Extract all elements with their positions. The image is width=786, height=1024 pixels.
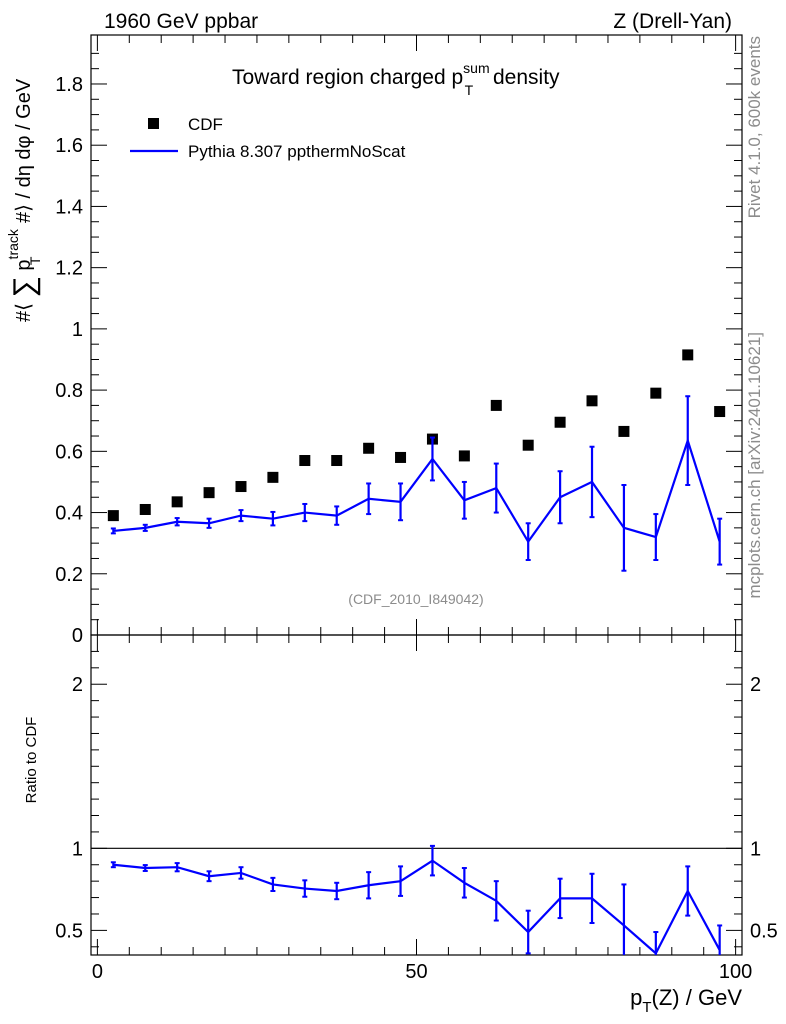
ratio-y-tick-label-right: 1 (750, 838, 761, 860)
xlabel-p: p (630, 985, 642, 1010)
ratio-y-tick-label-right: 0.5 (750, 920, 778, 942)
cdf-point (171, 496, 183, 508)
cdf-series (107, 349, 726, 522)
x-tick-label: 0 (92, 961, 103, 983)
pythia-series (110, 395, 723, 572)
analysis-id-watermark: (CDF_2010_I849042) (348, 591, 483, 607)
cdf-point (586, 395, 598, 407)
cdf-point (235, 481, 247, 493)
cdf-point (331, 455, 343, 467)
cdf-point (363, 442, 375, 454)
y-tick-label: 1.6 (55, 135, 83, 157)
ratio-y-tick-label: 0.5 (55, 920, 83, 942)
energy-label: 1960 GeV ppbar (104, 10, 258, 33)
xlabel-sub: T (642, 999, 651, 1016)
ratio-y-tick-label-right: 2 (750, 674, 761, 696)
y-tick-labels: 0 0.2 0.4 0.6 0.8 1 1.2 1.4 1.6 1.8 (55, 74, 83, 647)
x-axis-label: pT(Z) / GeV (630, 985, 742, 1016)
cdf-point (107, 510, 119, 522)
x-tick-labels: 0 50 100 (92, 961, 752, 983)
cdf-point (267, 471, 279, 483)
y-tick-label: 1.2 (55, 258, 83, 280)
title-main: Toward region charged p (232, 66, 463, 89)
cdf-point (458, 450, 470, 462)
y-tick-label: 0.8 (55, 380, 83, 402)
cdf-point (554, 416, 566, 428)
legend-pythia-label: Pythia 8.307 ppthermNoScat (188, 142, 406, 161)
y-tick-label: 1.4 (55, 196, 83, 218)
y-tick-label: 1 (72, 319, 83, 341)
cdf-point (299, 455, 311, 467)
y-tick-label: 0 (72, 625, 83, 647)
xlabel-rest: (Z) / GeV (652, 985, 743, 1010)
mcplots-label: mcplots.cern.ch [arXiv:2401.10621] (745, 332, 764, 598)
title-sup: sum (463, 60, 489, 76)
ylabel-sub: T (27, 256, 43, 265)
ylabel-p: p (13, 259, 35, 276)
y-tick-label: 0.6 (55, 441, 83, 463)
title-sub: T (465, 82, 474, 98)
ratio-y-tick-label: 1 (72, 838, 83, 860)
ratio-y-tick-labels: 0.5 1 2 0.5 1 2 (55, 674, 778, 942)
cdf-point (490, 399, 502, 411)
rivet-label: Rivet 4.1.0, 600k events (745, 36, 764, 218)
main-axis-ticks (91, 52, 742, 636)
cdf-point (714, 406, 726, 418)
chart-title: Toward region charged psum T density (232, 60, 560, 98)
y-tick-label: 0.2 (55, 564, 83, 586)
y-tick-label: 0.4 (55, 503, 83, 525)
x-axis-ticks (96, 35, 737, 955)
cdf-point (395, 451, 407, 463)
legend: CDF Pythia 8.307 ppthermNoScat (130, 115, 406, 161)
legend-cdf-label: CDF (188, 115, 223, 134)
pythia-ratio-line (113, 859, 721, 955)
pythia-ratio-series (110, 844, 723, 955)
ratio-plot-frame (90, 634, 743, 956)
legend-cdf-marker (148, 118, 159, 129)
cdf-point (618, 425, 630, 437)
ylabel-sum: ∑ (8, 276, 41, 297)
ratio-y-axis-label: Ratio to CDF (23, 717, 40, 804)
title-tail: density (487, 66, 560, 89)
y-axis-label: #⟨ ∑ ptrack T #⟩ / dη dφ / GeV (5, 78, 43, 322)
x-tick-label: 50 (405, 961, 427, 983)
ylabel-post: #⟩ / dη dφ / GeV (13, 78, 35, 228)
process-label: Z (Drell-Yan) (613, 10, 732, 33)
cdf-point (682, 349, 694, 361)
x-tick-label: 100 (719, 961, 752, 983)
ratio-y-tick-label: 2 (72, 674, 83, 696)
pythia-line (113, 437, 721, 544)
ratio-axis-ticks (91, 650, 742, 948)
cdf-point (203, 487, 215, 499)
cdf-point (522, 439, 534, 451)
y-tick-label: 1.8 (55, 74, 83, 96)
cdf-point (650, 387, 662, 399)
cdf-point (139, 503, 151, 515)
ylabel-sup: track (5, 228, 21, 259)
ylabel-pre: #⟨ (13, 298, 35, 322)
